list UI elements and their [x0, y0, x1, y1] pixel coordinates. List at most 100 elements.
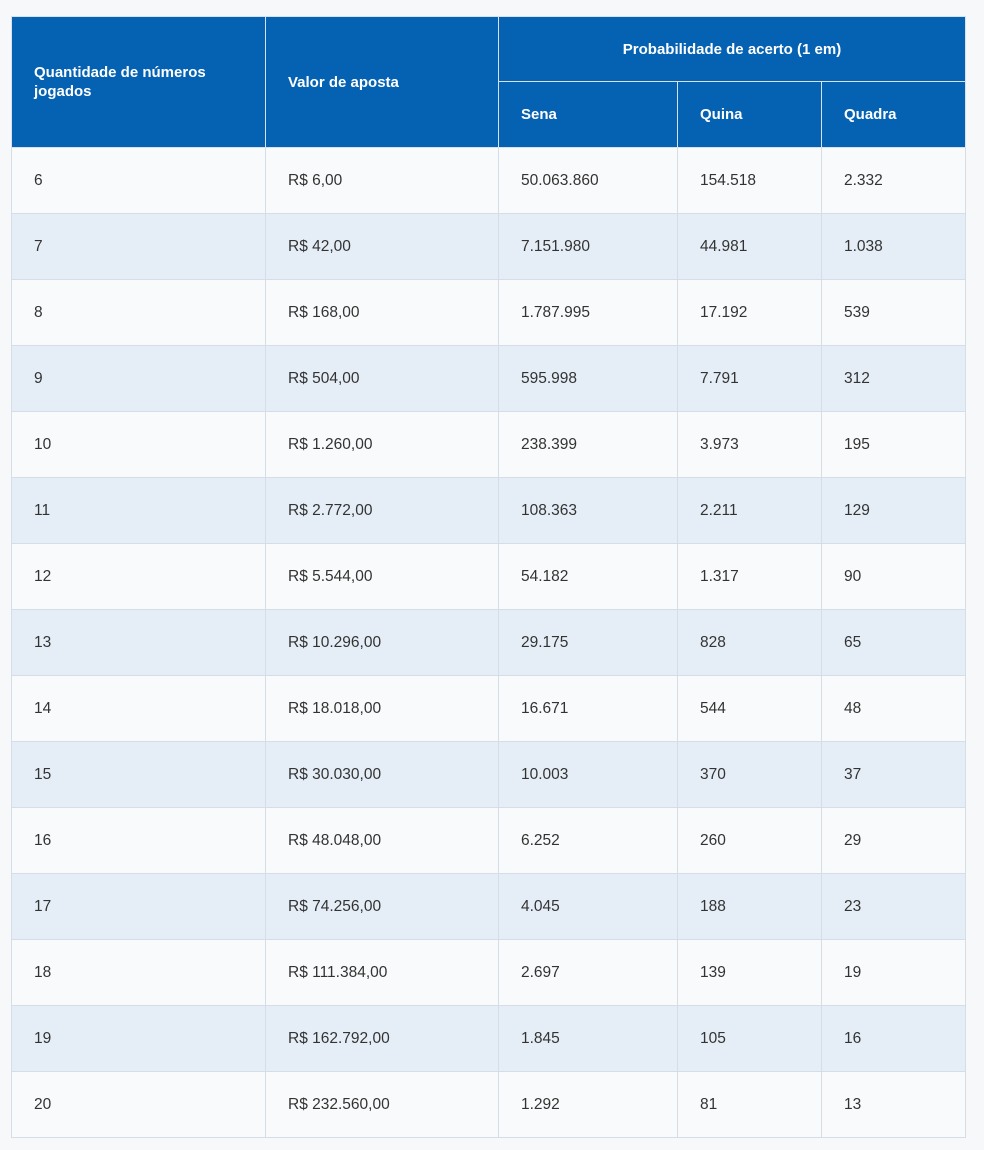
table-cell: R$ 111.384,00 [265, 939, 499, 1006]
table-cell: R$ 168,00 [265, 279, 499, 346]
table-cell: 3.973 [677, 411, 822, 478]
table-cell: 370 [677, 741, 822, 808]
table-row: 20 R$ 232.560,00 1.292 81 13 [11, 1071, 967, 1138]
table-row: 11 R$ 2.772,00 108.363 2.211 129 [11, 477, 967, 544]
header-cell: Valor de aposta [265, 16, 499, 148]
table-cell: R$ 2.772,00 [265, 477, 499, 544]
table-cell: 29.175 [498, 609, 678, 676]
table-cell: 37 [820, 741, 967, 808]
table-cell: 65 [820, 609, 967, 676]
table-cell: 13 [820, 1071, 967, 1138]
table-cell: 50.063.860 [498, 147, 678, 214]
table-cell: 19 [11, 1005, 266, 1072]
header-cell: Sena [498, 81, 678, 148]
table-cell: 1.787.995 [498, 279, 678, 346]
table-cell: 6.252 [498, 807, 678, 874]
table-cell: 1.292 [498, 1071, 678, 1138]
table-cell: 17.192 [677, 279, 822, 346]
table-cell: 10 [11, 411, 266, 478]
table-row: 14 R$ 18.018,00 16.671 544 48 [11, 675, 967, 742]
table-cell: 81 [677, 1071, 822, 1138]
table-row: 10 R$ 1.260,00 238.399 3.973 195 [11, 411, 967, 478]
table-row: 6 R$ 6,00 50.063.860 154.518 2.332 [11, 147, 967, 214]
table-cell: 16 [11, 807, 266, 874]
table-row: 18 R$ 111.384,00 2.697 139 19 [11, 939, 967, 1006]
table-row: 8 R$ 168,00 1.787.995 17.192 539 [11, 279, 967, 346]
table-row: 13 R$ 10.296,00 29.175 828 65 [11, 609, 967, 676]
table-cell: R$ 30.030,00 [265, 741, 499, 808]
table-header: Quantidade de números jogados Valor de a… [11, 16, 967, 148]
table-cell: 19 [820, 939, 967, 1006]
table-cell: 44.981 [677, 213, 822, 280]
table-cell: 12 [11, 543, 266, 610]
table-cell: 1.038 [820, 213, 967, 280]
probability-table: Quantidade de números jogados Valor de a… [11, 16, 967, 1138]
table-cell: 10.003 [498, 741, 678, 808]
table-cell: 129 [820, 477, 967, 544]
table-cell: 1.317 [677, 543, 822, 610]
header-cell: Quadra [820, 81, 967, 148]
table-cell: R$ 5.544,00 [265, 543, 499, 610]
table-cell: R$ 48.048,00 [265, 807, 499, 874]
table-cell: R$ 162.792,00 [265, 1005, 499, 1072]
table-cell: 1.845 [498, 1005, 678, 1072]
table-row: 17 R$ 74.256,00 4.045 188 23 [11, 873, 967, 940]
table-cell: 195 [820, 411, 967, 478]
table-cell: 2.211 [677, 477, 822, 544]
table-cell: R$ 42,00 [265, 213, 499, 280]
table-row: 15 R$ 30.030,00 10.003 370 37 [11, 741, 967, 808]
table-cell: R$ 10.296,00 [265, 609, 499, 676]
table-cell: 90 [820, 543, 967, 610]
table-cell: R$ 18.018,00 [265, 675, 499, 742]
table-cell: 544 [677, 675, 822, 742]
table-cell: 2.332 [820, 147, 967, 214]
table-cell: 828 [677, 609, 822, 676]
table-cell: R$ 232.560,00 [265, 1071, 499, 1138]
table-cell: 14 [11, 675, 266, 742]
table-cell: 29 [820, 807, 967, 874]
header-cell: Quina [677, 81, 822, 148]
table-cell: 4.045 [498, 873, 678, 940]
table-cell: 18 [11, 939, 266, 1006]
table-cell: 13 [11, 609, 266, 676]
table-cell: 17 [11, 873, 266, 940]
table-row: 16 R$ 48.048,00 6.252 260 29 [11, 807, 967, 874]
table-cell: 48 [820, 675, 967, 742]
table-row: 19 R$ 162.792,00 1.845 105 16 [11, 1005, 967, 1072]
header-group: Probabilidade de acerto (1 em) [497, 16, 967, 82]
table-cell: 15 [11, 741, 266, 808]
table-cell: 105 [677, 1005, 822, 1072]
table-cell: 108.363 [498, 477, 678, 544]
table-cell: 16.671 [498, 675, 678, 742]
table-cell: 7 [11, 213, 266, 280]
table-cell: 2.697 [498, 939, 678, 1006]
header-cell: Quantidade de números jogados [11, 16, 266, 148]
table-cell: 188 [677, 873, 822, 940]
table-row: 9 R$ 504,00 595.998 7.791 312 [11, 345, 967, 412]
table-cell: 6 [11, 147, 266, 214]
table-cell: 312 [820, 345, 967, 412]
table-cell: 154.518 [677, 147, 822, 214]
table-cell: 23 [820, 873, 967, 940]
table-cell: R$ 1.260,00 [265, 411, 499, 478]
table-cell: 238.399 [498, 411, 678, 478]
table-cell: 54.182 [498, 543, 678, 610]
table-cell: 260 [677, 807, 822, 874]
table-cell: 9 [11, 345, 266, 412]
table-cell: 539 [820, 279, 967, 346]
table-cell: 11 [11, 477, 266, 544]
table-cell: R$ 74.256,00 [265, 873, 499, 940]
table-cell: 7.151.980 [498, 213, 678, 280]
table-cell: 7.791 [677, 345, 822, 412]
table-cell: 139 [677, 939, 822, 1006]
table-cell: 20 [11, 1071, 266, 1138]
table-cell: R$ 504,00 [265, 345, 499, 412]
table-row: 7 R$ 42,00 7.151.980 44.981 1.038 [11, 213, 967, 280]
table-cell: 16 [820, 1005, 967, 1072]
table-cell: 8 [11, 279, 266, 346]
table-row: 12 R$ 5.544,00 54.182 1.317 90 [11, 543, 967, 610]
table-cell: 595.998 [498, 345, 678, 412]
table-body: 6 R$ 6,00 50.063.860 154.518 2.332 7 R$ 42,00 7… [11, 147, 967, 1138]
table-cell: R$ 6,00 [265, 147, 499, 214]
